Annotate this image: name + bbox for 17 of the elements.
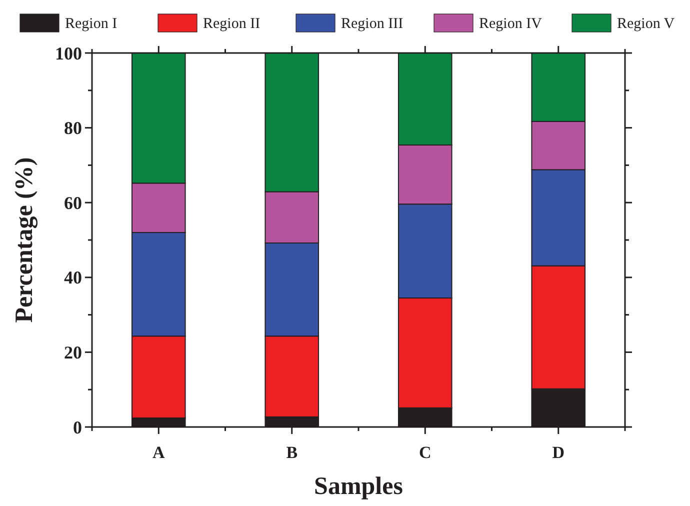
- x-tick-label: D: [552, 443, 565, 462]
- legend-label: Region I: [65, 16, 118, 32]
- x-tick-label: C: [418, 443, 432, 462]
- y-tick-label: 100: [55, 43, 82, 64]
- y-tick-label: 40: [64, 268, 82, 288]
- y-tick-label: 80: [64, 118, 82, 138]
- y-tick-label: 60: [64, 192, 82, 213]
- legend-label: Region V: [617, 16, 675, 32]
- x-axis-title: Samples: [314, 473, 404, 500]
- legend-label: Region III: [341, 16, 404, 32]
- x-tick-label: A: [152, 443, 166, 462]
- x-tick-label: B: [286, 443, 298, 462]
- legend-label: Region II: [203, 16, 260, 32]
- legend-label: Region IV: [479, 16, 542, 32]
- y-tick-label: 0: [73, 417, 82, 438]
- y-axis-title: Percentage (%): [11, 157, 38, 323]
- y-tick-label: 20: [64, 342, 82, 362]
